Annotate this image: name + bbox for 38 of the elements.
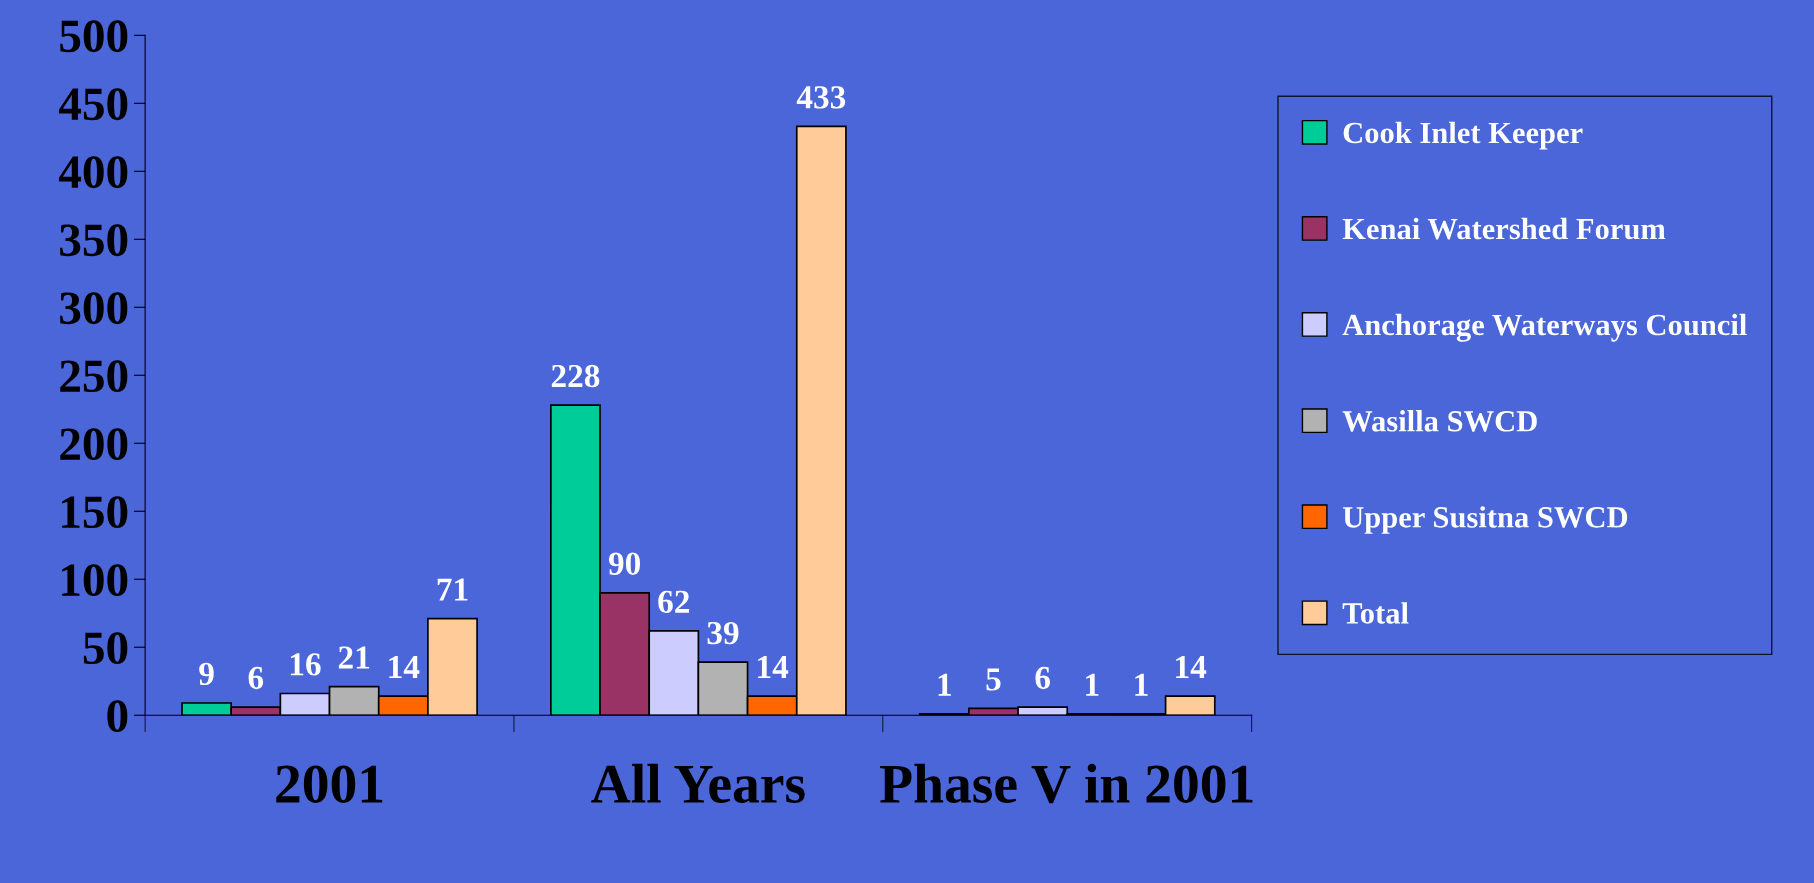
legend-label: Anchorage Waterways Council	[1342, 313, 1747, 342]
data-label: 14	[758, 655, 789, 678]
data-label: 1	[938, 673, 951, 696]
data-label: 14	[1176, 655, 1207, 678]
x-tick-label: All Years	[591, 763, 805, 803]
y-tick-label: 300	[60, 292, 128, 325]
data-label: 62	[658, 590, 690, 614]
data-label: 21	[338, 646, 370, 669]
y-tick-label: 500	[60, 20, 128, 53]
data-label: 90	[608, 552, 641, 575]
legend-label: Upper Susitna SWCD	[1342, 506, 1628, 534]
data-label: 9	[199, 662, 214, 686]
y-tick-label: 200	[60, 428, 128, 461]
legend-label: Cook Inlet Keeper	[1343, 121, 1583, 150]
data-label: 16	[290, 653, 321, 676]
y-tick-label: 400	[58, 156, 128, 189]
data-label: 14	[389, 655, 420, 678]
data-label: 6	[1035, 666, 1051, 690]
legend-label: Kenai Watershed Forum	[1342, 217, 1666, 240]
data-label: 71	[437, 578, 468, 601]
y-tick-label: 450	[58, 88, 128, 121]
data-label: 1	[1135, 673, 1148, 696]
y-tick-label: 150	[62, 496, 128, 529]
legend-label: Total	[1342, 602, 1409, 624]
data-label: 433	[796, 86, 846, 109]
y-tick-label: 350	[60, 224, 128, 257]
data-label: 5	[986, 668, 1001, 691]
y-tick-label: 50	[83, 632, 128, 665]
data-label: 228	[551, 364, 600, 388]
x-tick-label: 2001	[276, 765, 383, 803]
y-tick-label: 250	[60, 360, 128, 393]
y-tick-label: 100	[62, 564, 128, 597]
data-label: 39	[707, 621, 739, 645]
data-label: 1	[1086, 673, 1099, 696]
legend-label: Wasilla SWCD	[1342, 410, 1537, 432]
y-tick-label: 0	[107, 700, 128, 733]
data-label: 6	[248, 666, 264, 690]
x-tick-label: Phase V in 2001	[880, 763, 1253, 804]
